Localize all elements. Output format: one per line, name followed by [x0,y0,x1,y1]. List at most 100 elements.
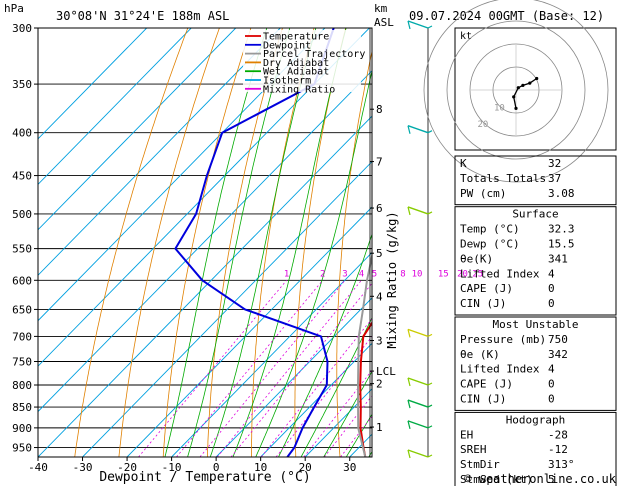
most-unstable-section-row-label: Lifted Index [460,363,540,376]
wind-barb [407,420,433,430]
wind-barb-column [407,20,433,459]
km-label: km [374,2,388,15]
plot-area: 1 2 3 4 5 8 10 15 20 25 TemperatureDewpointParcel… [12,22,483,485]
hodograph-section-row-label: StmDir [460,458,500,471]
legend-label: Temperature [263,32,329,43]
surface-section-row-value: 4 [548,267,555,280]
y-tick-label: 400 [12,127,32,140]
y-tick-label: 850 [12,401,32,414]
y-tick-label: 350 [12,78,32,91]
station-location: 30°08'N 31°24'E 188m ASL [56,9,229,23]
surface-section-row-value: 32.3 [548,223,575,236]
index-row-value: 37 [548,172,561,185]
mixing-ratio-label: 2 [320,269,325,279]
wind-barb [407,206,433,216]
mixing-ratio-label: 8 [400,269,405,279]
x-tick-label: 10 [254,461,267,474]
surface-section-row-label: Dewp (°C) [460,238,520,251]
plot-frame [37,27,373,458]
surface-section-row-value: 341 [548,252,568,265]
most-unstable-section-row-value: 750 [548,333,568,346]
wind-barb [407,377,433,387]
height-km-label: 8 [376,103,383,116]
hodograph: kt 10 20 [423,0,617,183]
mixing-ratio-line [176,280,324,457]
index-row-value: 3.08 [548,187,575,200]
wet-adiabat [278,232,372,457]
hodograph-point [528,81,532,85]
y-tick-label: 700 [12,330,32,343]
wind-barb [407,125,433,134]
mixing-ratio-label: 25 [472,269,483,279]
isotherm [38,28,148,140]
isotherm [215,297,372,457]
most-unstable-section-row-value: 4 [548,363,555,376]
hodograph-ring-label: 10 [494,104,505,114]
legend-label: Dewpoint [263,40,311,51]
hodograph-section-row-value: -28 [548,428,568,441]
mixing-ratio-label: 1 [284,269,289,279]
y-tick-label: 900 [12,422,32,435]
dry-adiabat [74,28,189,457]
dry-adiabat [294,28,347,457]
dry-adiabat [162,28,252,457]
index-row-label: Totals Totals [460,172,546,185]
hodograph-section-row-label: StmSpd (kt) [460,473,533,486]
height-km-label: 3 [376,335,383,348]
dry-adiabat [207,28,283,457]
legend-label: Mixing Ratio [263,84,335,95]
surface-section-row-label: CAPE (J) [460,282,513,295]
wet-adiabat [209,28,317,457]
hodograph-point [521,83,525,87]
most-unstable-section-box [454,316,617,411]
height-km-label: 5 [376,247,383,260]
surface-section-row-label: Temp (°C) [460,223,520,236]
sounding-datetime: 09.07.2024 00GMT (Base: 12) [409,9,604,23]
wind-barb [407,399,433,409]
mixing-ratio-label: 10 [412,269,423,279]
mixing-ratio-line [199,280,346,457]
hodograph-ring [423,0,609,183]
surface-section-row-label: θe(K) [460,252,493,265]
x-axis-title: Dewpoint / Temperature (°C) [99,470,310,485]
mixing-ratio-label: 4 [359,269,364,279]
legend-label: Wet Adiabat [263,67,329,78]
surface-section-box [454,206,617,316]
indices-top-box [454,155,617,206]
credit: © weatheronline.co.uk [464,472,616,486]
wind-barb [407,449,433,459]
y-tick-label: 550 [12,243,32,256]
surface-section-row-value: 15.5 [548,238,575,251]
isotherm [38,28,237,231]
isotherm [38,28,370,367]
wet-adiabat [187,28,291,457]
index-row-label: PW (cm) [460,187,506,200]
x-tick-label: -20 [117,461,137,474]
height-km-label: LCL [376,365,396,378]
most-unstable-section-row-label: θe (K) [460,348,500,361]
dewpoint-profile [174,28,335,457]
mixing-ratio-label: 5 [372,269,377,279]
height-km-label: 1 [376,421,383,434]
x-tick-label: -30 [73,461,93,474]
hodograph-point [516,86,520,90]
isotherm [38,28,281,276]
surface-section-title: Surface [512,208,558,221]
legend-label: Parcel Trajectory [263,49,365,60]
height-km-label: 6 [376,202,383,215]
isotherm [126,206,372,457]
mixing-ratio-label: 15 [438,269,449,279]
hodograph-ring-label: 20 [477,120,488,130]
mixing-ratio-label: 20 [457,269,468,279]
x-tick-label: 30 [343,461,356,474]
hodograph-section-row-label: SREH [460,443,487,456]
index-row-value: 32 [548,157,561,170]
dry-adiabat [251,28,315,457]
isotherm [260,342,372,457]
wind-barb [407,328,433,338]
wet-adiabat [300,316,372,457]
mixing-ratio-line [216,280,362,457]
